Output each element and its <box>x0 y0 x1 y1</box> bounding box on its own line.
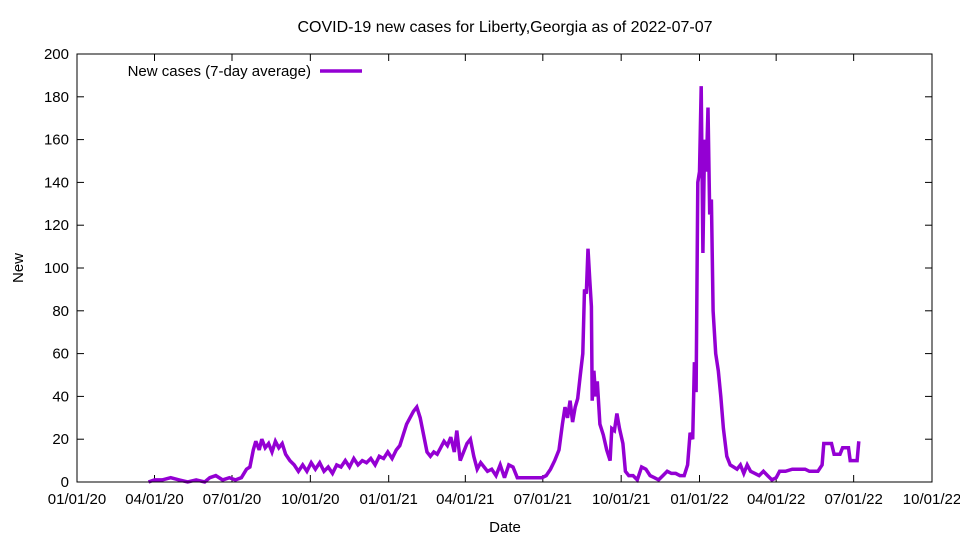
x-tick-label: 10/01/21 <box>592 491 650 508</box>
plot-series <box>147 86 861 484</box>
chart-title: COVID-19 new cases for Liberty,Georgia a… <box>297 19 712 36</box>
x-tick-label: 10/01/20 <box>281 491 339 508</box>
y-tick-label: 40 <box>52 388 69 405</box>
x-tick-label: 04/01/20 <box>125 491 183 508</box>
x-tick-label: 01/01/21 <box>359 491 417 508</box>
y-tick-label: 0 <box>61 474 69 491</box>
y-tick-label: 140 <box>44 174 69 191</box>
y-tick-label: 180 <box>44 89 69 106</box>
y-tick-label: 120 <box>44 217 69 234</box>
x-tick-label: 10/01/22 <box>903 491 960 508</box>
x-tick-label: 07/01/21 <box>514 491 572 508</box>
legend-label: New cases (7-day average) <box>128 63 311 80</box>
legend: New cases (7-day average) <box>128 63 362 80</box>
x-tick-label: 01/01/20 <box>48 491 106 508</box>
y-tick-label: 200 <box>44 46 69 63</box>
plot-frame <box>76 53 933 483</box>
y-tick-label: 60 <box>52 346 69 363</box>
y-tick-label: 100 <box>44 260 69 277</box>
y-tick-label: 80 <box>52 303 69 320</box>
x-tick-label: 07/01/20 <box>203 491 261 508</box>
x-tick-label: 01/01/22 <box>670 491 728 508</box>
x-axis-label: Date <box>489 519 521 536</box>
x-tick-label: 04/01/22 <box>747 491 805 508</box>
x-axis: 01/01/20 04/01/20 07/01/20 10/01/20 01/01/21… <box>48 54 960 508</box>
y-axis-label: New <box>10 253 27 283</box>
y-axis: 0 20 40 60 80 100 120 140 160 180 200 <box>44 46 932 491</box>
series-line <box>147 86 861 484</box>
y-tick-label: 20 <box>52 431 69 448</box>
y-tick-label: 160 <box>44 132 69 149</box>
x-tick-label: 07/01/22 <box>824 491 882 508</box>
x-tick-label: 04/01/21 <box>436 491 494 508</box>
